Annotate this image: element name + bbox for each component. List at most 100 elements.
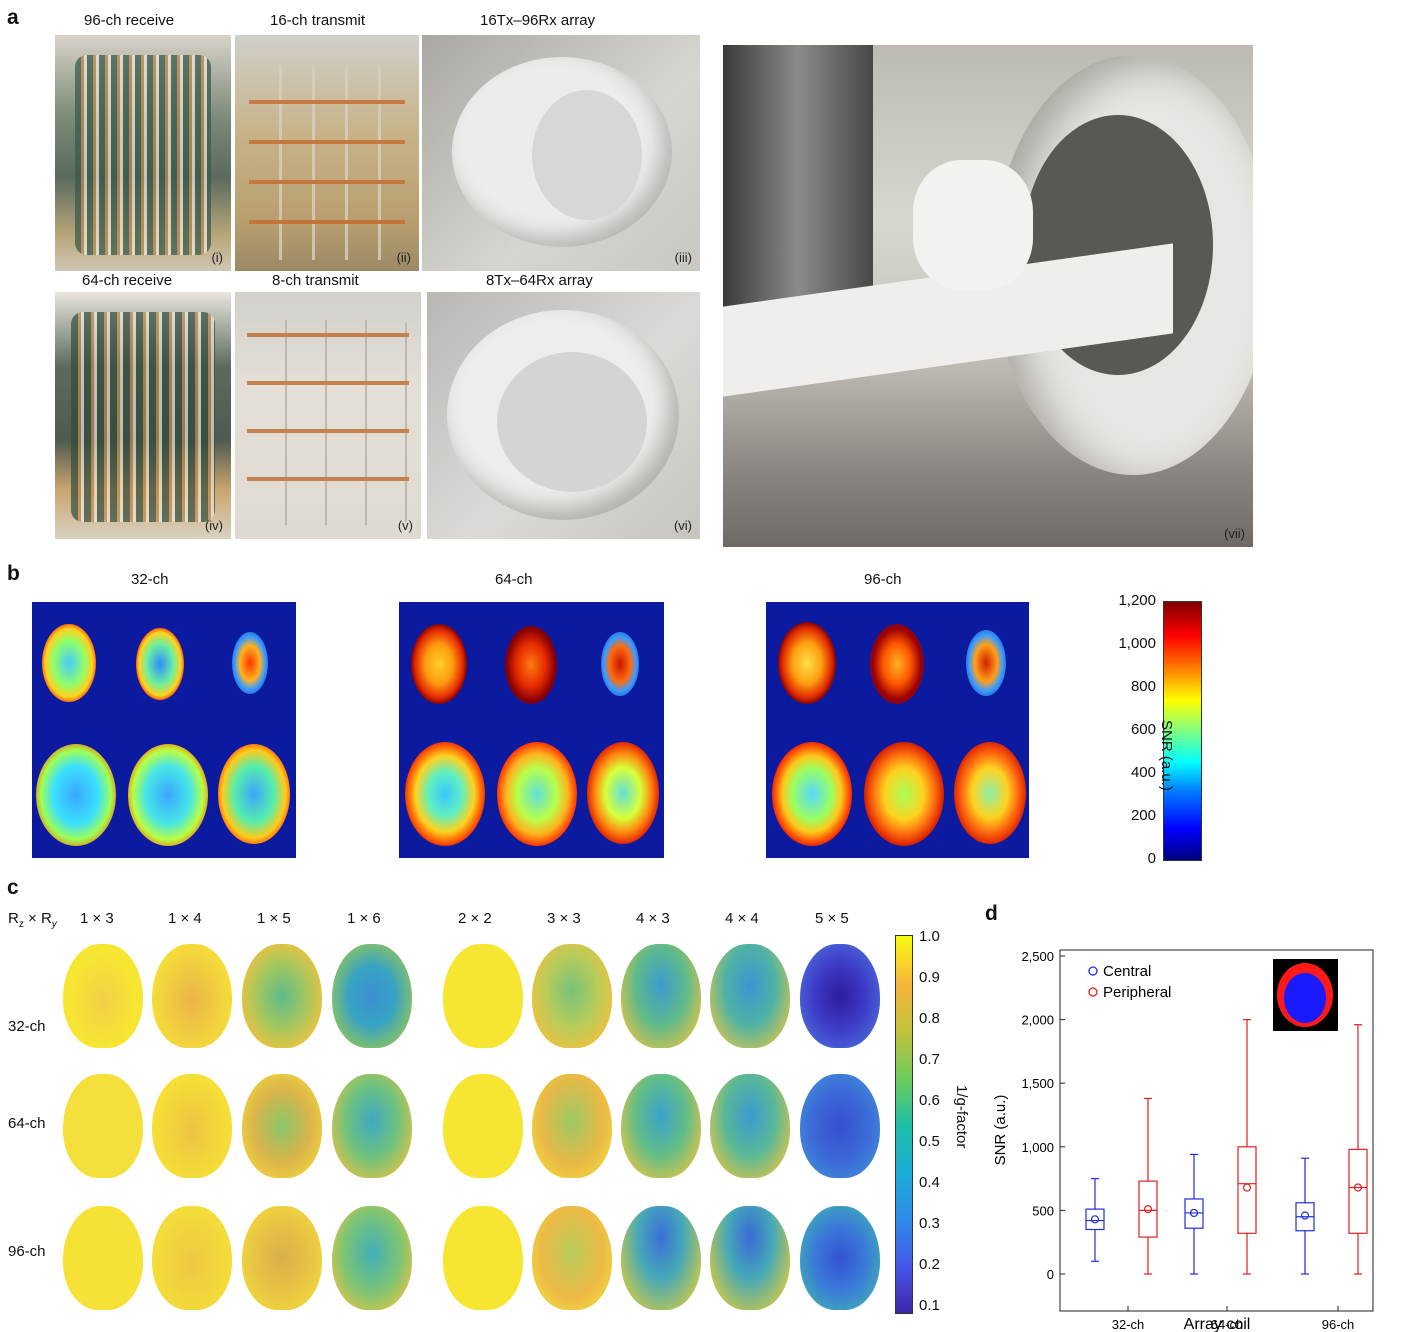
legend-central-label: Central (1103, 963, 1151, 980)
gfactor-map (710, 944, 790, 1048)
gfactor-map (63, 1206, 143, 1310)
gfactor-colorbar-label: 1/g-factor (953, 1085, 970, 1149)
box-iqr (1184, 1198, 1204, 1229)
gfactor-map (621, 944, 701, 1048)
y-tick-label: 2,000 (1021, 1013, 1054, 1028)
gfactor-map (800, 1206, 880, 1310)
gfactor-row-64ch: 64-ch (8, 1115, 46, 1132)
gfactor-tick-0.6: 0.6 (919, 1092, 940, 1109)
snr-tick-1000: 1,000 (1118, 635, 1156, 652)
box-mean-marker (1353, 1183, 1363, 1192)
gfactor-map (710, 1074, 790, 1178)
photo-title-96ch-receive: 96-ch receive (84, 12, 175, 29)
legend-peripheral-label: Peripheral (1103, 984, 1171, 1001)
gfactor-tick-0.9: 0.9 (919, 969, 940, 986)
gfactor-map (152, 1206, 232, 1310)
gfactor-map (332, 1206, 412, 1310)
panel-label-d: d (985, 902, 998, 925)
snr-tick-800: 800 (1130, 678, 1156, 695)
snr-colorbar (1163, 601, 1202, 861)
x-tick-label: 96-ch (1322, 1317, 1355, 1332)
accel-col-1x4: 1 × 4 (168, 910, 202, 927)
y-tick-label: 500 (1032, 1203, 1054, 1218)
box-iqr (1085, 1208, 1105, 1231)
snr-title-96ch: 96-ch (864, 571, 902, 588)
photo-8ch-transmit-coil: (v) (235, 292, 421, 539)
gfactor-map (800, 1074, 880, 1178)
accel-col-1x3: 1 × 3 (80, 910, 114, 927)
photo-label-iii: (iii) (674, 250, 692, 265)
gfactor-map (242, 1074, 322, 1178)
panel-label-c: c (7, 876, 19, 899)
gfactor-map (710, 1206, 790, 1310)
y-tick-label: 2,500 (1021, 949, 1054, 964)
box-mean-marker (1090, 1215, 1100, 1224)
gfactor-colorbar (895, 935, 913, 1314)
gfactor-tick-0.5: 0.5 (919, 1133, 940, 1150)
accel-col-3x3: 3 × 3 (547, 910, 581, 927)
x-tick-label: 32-ch (1112, 1317, 1145, 1332)
gfactor-row-96ch: 96-ch (8, 1243, 46, 1260)
box-iqr (1237, 1146, 1257, 1234)
y-tick-label: 0 (1047, 1267, 1054, 1282)
snr-tick-400: 400 (1130, 764, 1156, 781)
gfactor-map (242, 944, 322, 1048)
snr-box-chart: 0 500 1,000 1,500 2,000 2,500 32-ch 64-ch 96-ch… (992, 949, 1374, 1332)
photo-16ch-transmit-coil: (ii) (235, 35, 419, 271)
photo-mri-scanner-setup: (vii) (723, 45, 1253, 547)
gfactor-tick-0.4: 0.4 (919, 1174, 940, 1191)
box-iqr (1138, 1180, 1158, 1238)
photo-title-16ch-transmit: 16-ch transmit (270, 12, 366, 29)
gfactor-map (63, 944, 143, 1048)
gfactor-map (332, 1074, 412, 1178)
legend-central-marker (1088, 966, 1098, 976)
acceleration-header: Rz × Ry (8, 910, 57, 930)
photo-title-16tx-96rx-array: 16Tx–96Rx array (480, 12, 596, 29)
box-mean-marker (1189, 1208, 1199, 1218)
plot-frame (1059, 949, 1374, 1312)
gfactor-map (443, 944, 523, 1048)
snr-tick-0: 0 (1147, 850, 1156, 867)
y-tick-label: 1,000 (1021, 1140, 1054, 1155)
snr-map-96ch (766, 602, 1029, 858)
gfactor-map (443, 1074, 523, 1178)
photo-label-vii: (vii) (1224, 526, 1245, 541)
gfactor-map (63, 1074, 143, 1178)
snr-title-32ch: 32-ch (131, 571, 169, 588)
photo-label-iv: (iv) (204, 518, 223, 533)
snr-tick-600: 600 (1130, 721, 1156, 738)
gfactor-tick-0.1: 0.1 (919, 1297, 940, 1314)
gfactor-map (242, 1206, 322, 1310)
gfactor-map (621, 1206, 701, 1310)
gfactor-tick-0.7: 0.7 (919, 1051, 940, 1068)
box-iqr (1348, 1148, 1368, 1234)
accel-col-4x4: 4 × 4 (725, 910, 759, 927)
gfactor-map (532, 944, 612, 1048)
mask-inset (1273, 959, 1338, 1031)
photo-title-64ch-receive: 64-ch receive (82, 272, 173, 289)
box-mean-marker (1300, 1211, 1310, 1220)
gfactor-map (332, 944, 412, 1048)
gfactor-map (621, 1074, 701, 1178)
y-axis-label: SNR (a.u.) (992, 1095, 1009, 1166)
box-mean-marker (1242, 1183, 1252, 1192)
x-axis-label: Array coil (1184, 1316, 1251, 1332)
gfactor-row-32ch: 32-ch (8, 1018, 46, 1035)
gfactor-tick-0.3: 0.3 (919, 1215, 940, 1232)
gfactor-map (152, 944, 232, 1048)
photo-label-v: (v) (397, 518, 413, 533)
photo-label-vi: (vi) (673, 518, 692, 533)
photo-label-ii: (ii) (396, 250, 411, 265)
gfactor-tick-0.2: 0.2 (919, 1256, 940, 1273)
photo-8tx-64rx-array: (vi) (427, 292, 700, 539)
snr-map-64ch (399, 602, 664, 858)
gfactor-tick-0.8: 0.8 (919, 1010, 940, 1027)
photo-label-i: (i) (211, 250, 223, 265)
accel-col-5x5: 5 × 5 (815, 910, 849, 927)
box-mean-marker (1143, 1205, 1153, 1214)
photo-96ch-receive-coil: (i) (55, 35, 231, 271)
photo-16tx-96rx-array: (iii) (422, 35, 700, 271)
snr-tick-1200: 1,200 (1118, 592, 1156, 609)
photo-64ch-receive-coil: (iv) (55, 292, 231, 539)
gfactor-map (443, 1206, 523, 1310)
